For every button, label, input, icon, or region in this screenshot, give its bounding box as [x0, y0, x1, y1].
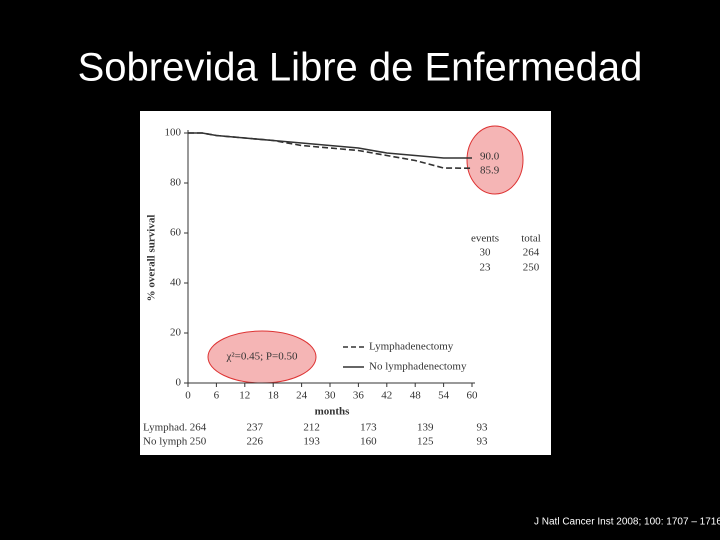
- x-axis-label: months: [315, 406, 351, 418]
- x-tick-label: 48: [410, 390, 422, 402]
- citation: J Natl Cancer Inst 2008; 100: 1707 – 171…: [534, 517, 720, 528]
- x-tick-label: 42: [381, 390, 392, 402]
- table-cell: 23: [480, 262, 492, 274]
- legend-label: Lymphadenectomy: [369, 341, 454, 353]
- x-tick-label: 18: [268, 390, 280, 402]
- at-risk-label: Lymphad.: [143, 422, 188, 434]
- y-tick-label: 100: [165, 127, 182, 139]
- at-risk-label: No lymph: [143, 436, 188, 448]
- table-cell: 250: [523, 262, 540, 274]
- y-tick-label: 20: [170, 327, 182, 339]
- series-line: [188, 132, 472, 159]
- slide-title: Sobrevida Libre de Enfermedad: [78, 46, 643, 90]
- table-cell: 30: [480, 247, 492, 259]
- legend-label: No lymphadenectomy: [369, 361, 467, 373]
- end-label: 90.0: [480, 151, 500, 163]
- at-risk-value: 173: [360, 422, 377, 434]
- annotation: χ²=0.45; P=0.50: [225, 351, 298, 363]
- x-tick-label: 12: [239, 390, 250, 402]
- x-tick-label: 54: [438, 390, 450, 402]
- x-tick-label: 0: [185, 390, 191, 402]
- y-tick-label: 40: [170, 277, 182, 289]
- at-risk-value: 237: [247, 422, 264, 434]
- at-risk-value: 250: [190, 436, 207, 448]
- x-tick-label: 60: [467, 390, 479, 402]
- x-tick-label: 6: [214, 390, 220, 402]
- x-tick-label: 24: [296, 390, 308, 402]
- y-axis-label: % overall survival: [146, 215, 158, 302]
- at-risk-value: 139: [417, 422, 434, 434]
- at-risk-value: 160: [360, 436, 377, 448]
- table-cell: 264: [523, 247, 540, 259]
- at-risk-value: 125: [417, 436, 434, 448]
- end-label: 85.9: [480, 165, 500, 177]
- table-header: events: [471, 233, 499, 245]
- table-header: total: [521, 233, 541, 245]
- y-tick-label: 80: [170, 177, 182, 189]
- x-tick-label: 30: [325, 390, 337, 402]
- at-risk-value: 93: [477, 422, 489, 434]
- highlight: [466, 125, 524, 195]
- at-risk-value: 193: [303, 436, 320, 448]
- at-risk-value: 93: [477, 436, 489, 448]
- series-line: [188, 132, 473, 170]
- at-risk-value: 264: [190, 422, 207, 434]
- x-tick-label: 36: [353, 390, 365, 402]
- at-risk-value: 226: [247, 436, 264, 448]
- y-tick-label: 0: [176, 377, 182, 389]
- y-tick-label: 60: [170, 227, 182, 239]
- at-risk-value: 212: [303, 422, 320, 434]
